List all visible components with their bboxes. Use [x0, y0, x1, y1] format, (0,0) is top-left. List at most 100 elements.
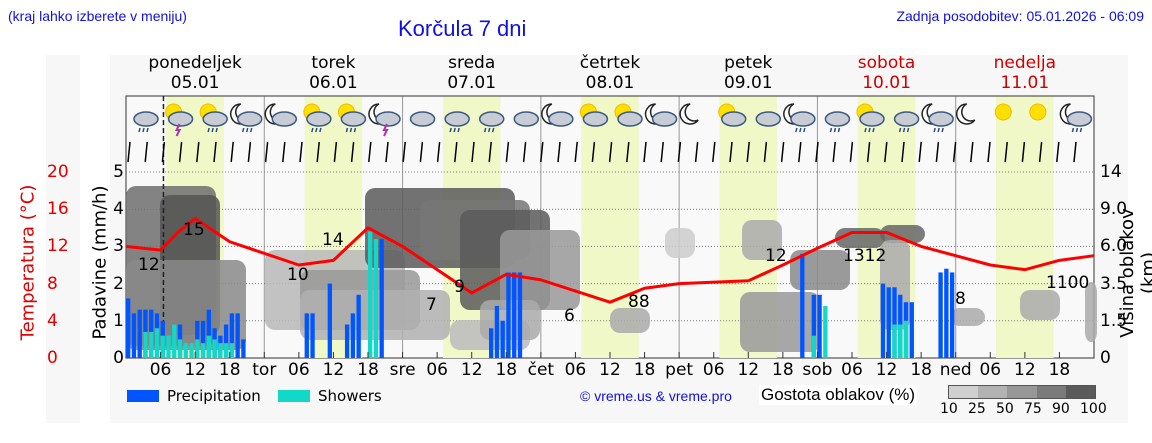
x-tick: tor [252, 360, 277, 380]
density-tick: 90 [1052, 401, 1070, 417]
density-tick: 25 [968, 401, 986, 417]
wind-barb-icon [1038, 141, 1043, 163]
copyright-link[interactable]: © vreme.us & vreme.pro [580, 388, 732, 404]
x-tick: 18 [772, 360, 794, 380]
axis-tick: 20 [47, 162, 69, 182]
axis-tick: 4 [47, 310, 58, 331]
wind-barb-icon [798, 141, 802, 163]
precipitation-bar [327, 283, 332, 358]
wind-barb-icon [970, 141, 974, 163]
wind-barb-icon [419, 141, 424, 163]
moon-icon [679, 103, 699, 125]
moon-cloud-icon [264, 103, 298, 127]
showers-bar [823, 305, 828, 358]
wind-barb-icon [608, 141, 613, 163]
cloud-icon [409, 111, 436, 127]
precipitation-bar [229, 313, 235, 358]
density-tick: 75 [1024, 401, 1042, 417]
x-tick: 18 [633, 360, 656, 380]
temperature-line [125, 217, 1095, 304]
showers-bar [143, 331, 148, 358]
rain-cloud-icon [444, 111, 470, 133]
day-date: 10.01 [862, 73, 911, 93]
day-date: 05.01 [170, 73, 220, 93]
wind-barb-icon [694, 141, 699, 163]
temperature-value-label: 12 [765, 246, 787, 266]
x-tick: 18 [495, 360, 518, 380]
wind-barb-icon [540, 141, 544, 163]
wind-barb-icon [557, 141, 561, 163]
density-tick: 10 [940, 401, 958, 417]
showers-bar [898, 324, 903, 358]
x-tick: 12 [599, 360, 621, 380]
cloud-icon [513, 111, 540, 127]
cloud-density-area [740, 292, 820, 352]
precipitation-bar [909, 302, 914, 358]
temperature-value-label: 9 [454, 277, 465, 297]
temperature-value-label: 1100 [1046, 273, 1090, 293]
temperature-axis-panel [46, 55, 80, 423]
showers-bar [160, 335, 165, 358]
rain-cloud-icon [893, 111, 920, 133]
cloud-density-area [790, 250, 850, 290]
wind-barb-icon [884, 141, 888, 163]
day-name: petek [724, 53, 773, 73]
axis-tick: 0 [113, 348, 124, 368]
showers-bar [183, 343, 188, 358]
density-tick: 50 [996, 401, 1014, 417]
precipitation-bar [200, 320, 206, 358]
axis-tick: 4 [113, 199, 124, 220]
precipitation-bar [938, 272, 943, 358]
cloud-density-area [1020, 290, 1060, 320]
axis-tick: 16 [47, 199, 69, 220]
last-update: Zadnja posodobitev: 05.01.2026 - 06:09 [896, 8, 1144, 24]
wind-barb-icon [815, 141, 819, 163]
axis-tick: 12 [47, 236, 69, 257]
axis-tick: 0 [47, 348, 58, 368]
x-tick: sre [389, 360, 416, 380]
precipitation-bar [494, 305, 500, 358]
wind-barb-icon [264, 141, 269, 163]
wind-barb-icon [987, 141, 991, 163]
moon-cloud-icon [541, 103, 574, 127]
precipitation-bar [235, 313, 240, 358]
day-date: 09.01 [723, 73, 773, 93]
day-header-3: četrtek 08.01 [550, 53, 670, 93]
wind-barb-icon [333, 141, 338, 163]
axis-tick: 3 [113, 236, 124, 257]
axis-tick: 5 [113, 162, 124, 182]
x-tick: 12 [184, 360, 206, 380]
showers-bar [149, 331, 154, 358]
precipitation-bar [137, 309, 142, 358]
cloud-density-area [610, 308, 650, 333]
wind-barb-icon [178, 141, 183, 163]
precipitation-bar [500, 320, 505, 358]
precipitation-bar [506, 272, 511, 358]
sun-cloud-icon [718, 103, 747, 127]
precipitation-bar [811, 294, 816, 358]
page-title: Korčula 7 dni [398, 16, 527, 41]
day-header-2: sreda 07.01 [412, 53, 532, 93]
wind-barb-icon [729, 141, 733, 163]
temperature-value-label: 88 [628, 292, 650, 312]
day-header-4: petek 09.01 [688, 53, 808, 93]
x-tick: 12 [460, 360, 483, 380]
sun-rain-icon [337, 103, 367, 133]
x-tick: 18 [218, 360, 241, 380]
precipitation-bar [892, 287, 897, 358]
temperature-value-label: 15 [183, 220, 205, 240]
day-name: nedelja [993, 53, 1057, 73]
wind-barb-icon [522, 141, 527, 163]
x-tick: sob [802, 360, 833, 380]
axis-tick: 1.5 [1100, 310, 1128, 331]
wind-barb-icon [454, 141, 458, 163]
axis-tick: 6.0 [1100, 236, 1128, 257]
cloud-density-area [950, 308, 985, 326]
wind-barb-icon [866, 141, 871, 163]
axis-tick: 14 [1100, 162, 1122, 182]
cloud-density-area [880, 225, 925, 243]
showers-bar [154, 328, 160, 358]
x-tick: 12 [322, 360, 345, 380]
wind-barb-icon [849, 141, 854, 163]
showers-bar [172, 324, 177, 358]
